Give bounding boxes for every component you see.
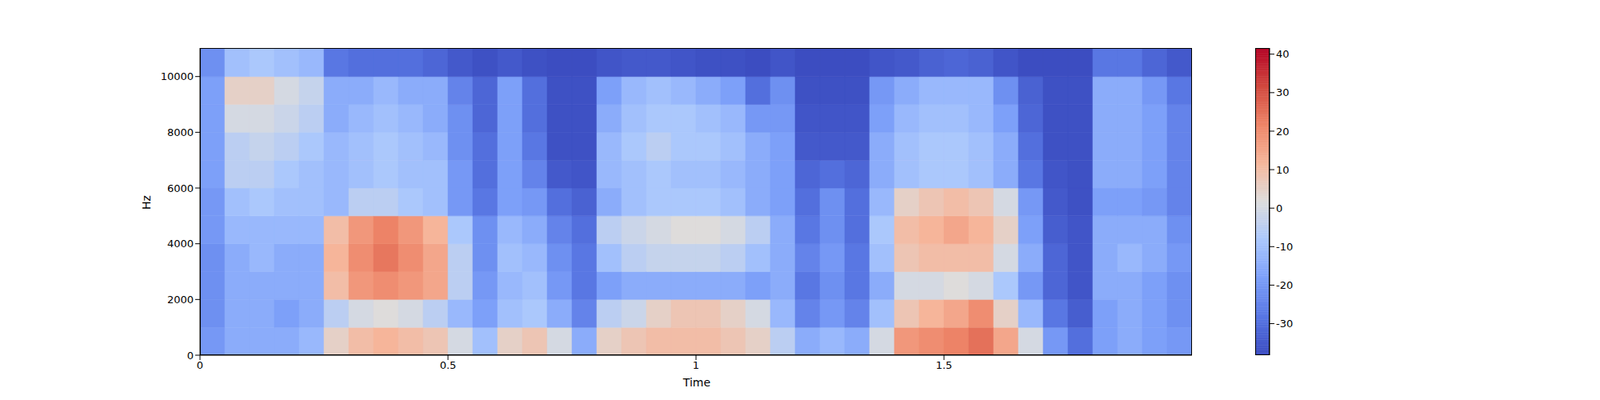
svg-text:-20: -20 — [1276, 279, 1293, 292]
svg-text:-10: -10 — [1276, 240, 1293, 253]
svg-text:0: 0 — [187, 349, 194, 362]
svg-text:30: 30 — [1276, 86, 1290, 99]
svg-text:0: 0 — [196, 359, 204, 372]
svg-text:0: 0 — [1276, 202, 1283, 215]
html-text:Time: Time — [683, 376, 711, 389]
svg-text:20: 20 — [1276, 125, 1290, 138]
svg-text:40: 40 — [1276, 48, 1290, 60]
svg-text:1.5: 1.5 — [936, 359, 953, 372]
svg-text:10000: 10000 — [160, 70, 194, 83]
svg-text:10: 10 — [1276, 164, 1290, 176]
svg-text:-30: -30 — [1276, 317, 1293, 330]
svg-text:4000: 4000 — [167, 237, 194, 250]
svg-text:2000: 2000 — [167, 293, 194, 306]
html-text:Hz: Hz — [140, 195, 153, 210]
svg-text:0.5: 0.5 — [440, 359, 457, 372]
svg-text:1: 1 — [692, 359, 700, 372]
svg-text:8000: 8000 — [167, 126, 194, 139]
svg-text:6000: 6000 — [167, 182, 194, 195]
